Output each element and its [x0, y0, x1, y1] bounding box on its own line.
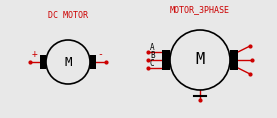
Text: M: M	[196, 53, 204, 67]
Bar	[162, 50, 170, 70]
Text: A: A	[150, 44, 155, 53]
Text: DC MOTOR: DC MOTOR	[48, 11, 88, 19]
Bar	[230, 50, 238, 70]
Bar	[40, 55, 46, 69]
Bar	[90, 55, 96, 69]
Text: -: -	[97, 49, 103, 59]
Text: M: M	[64, 55, 72, 69]
Text: +: +	[32, 49, 38, 59]
Text: C: C	[150, 59, 155, 69]
Text: MOTOR_3PHASE: MOTOR_3PHASE	[170, 6, 230, 15]
Text: B: B	[150, 51, 155, 61]
